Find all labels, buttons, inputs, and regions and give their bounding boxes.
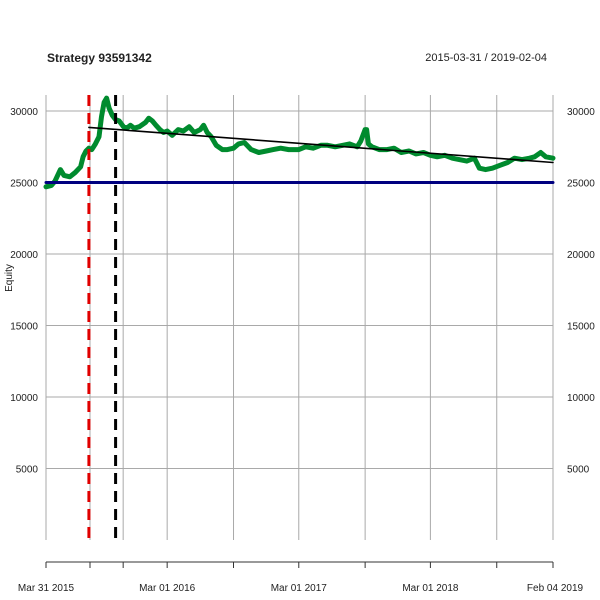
y-tick-label-left: 10000: [10, 393, 38, 404]
chart-title: Strategy 93591342: [47, 51, 152, 65]
x-tick-label: Feb 04 2019: [527, 583, 584, 594]
series-group: [43, 95, 556, 190]
y-tick-label-left: 25000: [10, 179, 38, 190]
y-axis-title: Equity: [4, 264, 15, 292]
y-tick-label-right: 5000: [567, 465, 590, 476]
gridlines: [45, 95, 554, 540]
x-tick-label: Mar 01 2017: [271, 583, 328, 594]
y-tick-label-right: 20000: [567, 250, 595, 261]
y-tick-label-right: 30000: [567, 107, 595, 118]
y-tick-label-left: 20000: [10, 250, 38, 261]
y-tick-label-right: 25000: [567, 179, 595, 190]
chart-date-range: 2015-03-31 / 2019-02-04: [425, 52, 547, 64]
markers-group: [87, 95, 118, 540]
trend-line: [88, 126, 554, 164]
x-tick-label: Mar 31 2015: [18, 583, 75, 594]
x-tick-label: Mar 01 2018: [402, 583, 459, 594]
y-tick-label-right: 15000: [567, 322, 595, 333]
plot-frame: [45, 561, 554, 568]
y-tick-label-left: 15000: [10, 322, 38, 333]
y-tick-label-left: 30000: [10, 107, 38, 118]
y-tick-label-left: 5000: [16, 465, 39, 476]
axes: 5000 5000 10000 10000 15000 15000 20000 20000 25…: [4, 107, 595, 594]
equity-line: [43, 95, 556, 190]
x-tick-label: Mar 01 2016: [139, 583, 196, 594]
y-tick-label-right: 10000: [567, 393, 595, 404]
